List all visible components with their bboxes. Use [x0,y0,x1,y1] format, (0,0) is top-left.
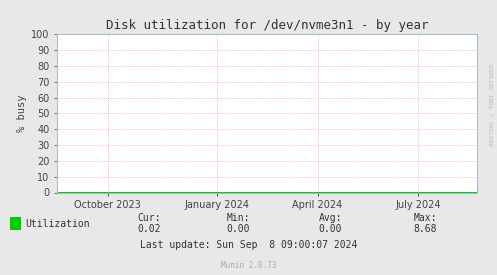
Text: Cur:: Cur: [137,213,161,223]
Text: 0.00: 0.00 [227,224,250,234]
Text: Last update: Sun Sep  8 09:00:07 2024: Last update: Sun Sep 8 09:00:07 2024 [140,240,357,249]
Text: Utilization: Utilization [25,219,89,229]
Text: RRDTOOL / TOBI OETIKER: RRDTOOL / TOBI OETIKER [490,63,495,146]
Y-axis label: % busy: % busy [17,95,27,132]
Text: Min:: Min: [227,213,250,223]
Text: Max:: Max: [413,213,437,223]
Text: 0.02: 0.02 [137,224,161,234]
Text: Munin 2.0.73: Munin 2.0.73 [221,261,276,270]
Text: 0.00: 0.00 [319,224,342,234]
Text: Avg:: Avg: [319,213,342,223]
Title: Disk utilization for /dev/nvme3n1 - by year: Disk utilization for /dev/nvme3n1 - by y… [106,19,428,32]
Text: 8.68: 8.68 [413,224,437,234]
